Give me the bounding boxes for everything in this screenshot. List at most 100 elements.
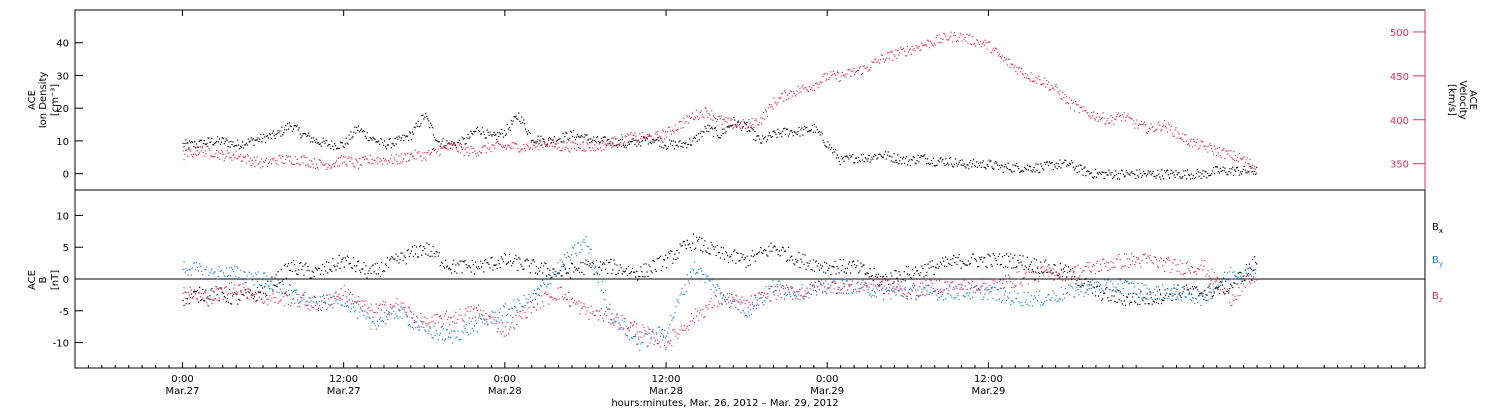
data-point	[323, 164, 325, 166]
data-point	[434, 139, 436, 141]
data-point	[801, 127, 803, 129]
data-point	[400, 306, 402, 308]
data-point	[618, 269, 620, 272]
data-point	[268, 161, 271, 163]
data-point	[821, 133, 823, 135]
data-point	[606, 259, 608, 261]
data-point	[305, 262, 307, 264]
data-point	[788, 133, 791, 135]
data-point	[694, 247, 697, 249]
data-point	[1042, 167, 1044, 170]
data-point	[907, 266, 910, 268]
data-point	[316, 309, 318, 311]
data-point	[235, 275, 237, 277]
data-point	[564, 136, 566, 138]
data-point	[1049, 298, 1051, 301]
data-point	[519, 258, 521, 260]
data-point	[436, 313, 438, 315]
data-point	[792, 135, 794, 137]
data-point	[400, 302, 402, 304]
data-point	[431, 148, 434, 151]
data-point	[1213, 291, 1215, 293]
data-point	[1170, 169, 1172, 171]
data-point	[507, 261, 510, 263]
data-point	[575, 149, 578, 151]
data-point	[246, 297, 248, 299]
data-point	[607, 308, 609, 310]
data-point	[658, 137, 660, 139]
data-point	[335, 269, 337, 271]
data-point	[1057, 163, 1059, 165]
data-point	[1140, 290, 1142, 292]
data-point	[682, 241, 684, 243]
data-point	[684, 284, 686, 286]
data-point	[314, 296, 316, 299]
data-point	[586, 245, 588, 247]
data-point	[758, 135, 760, 137]
data-point	[301, 299, 303, 301]
data-point	[1221, 280, 1224, 282]
data-point	[552, 141, 555, 143]
data-point	[207, 137, 209, 139]
data-point	[702, 273, 704, 276]
data-point	[969, 263, 972, 265]
data-point	[539, 284, 542, 287]
data-point	[812, 259, 814, 261]
data-point	[682, 146, 684, 148]
data-point	[320, 309, 323, 311]
data-point	[1010, 170, 1012, 172]
data-point	[402, 306, 404, 309]
data-point	[925, 43, 927, 46]
data-point	[613, 318, 615, 320]
data-point	[604, 143, 606, 145]
data-point	[522, 305, 524, 308]
data-point	[546, 286, 548, 288]
data-point	[862, 153, 864, 156]
data-point	[983, 44, 985, 46]
data-point	[1133, 283, 1135, 285]
data-point	[1216, 166, 1218, 168]
data-point	[750, 313, 752, 315]
data-point	[664, 144, 666, 146]
data-point	[900, 294, 902, 297]
data-point	[626, 274, 628, 276]
data-point	[805, 127, 807, 129]
data-point	[293, 125, 295, 127]
data-point	[599, 141, 602, 143]
data-point	[462, 147, 464, 149]
data-point	[876, 61, 878, 63]
data-point	[319, 143, 321, 145]
data-point	[757, 135, 759, 137]
data-point	[904, 280, 906, 282]
data-point	[746, 131, 748, 133]
data-point	[775, 249, 777, 251]
data-point	[1159, 294, 1162, 296]
data-point	[646, 271, 648, 273]
data-point	[576, 301, 578, 303]
data-point	[1034, 80, 1036, 82]
data-point	[310, 166, 312, 168]
data-point	[763, 250, 765, 252]
data-point	[849, 272, 852, 274]
data-point	[234, 144, 236, 147]
data-point	[362, 268, 364, 270]
data-point	[868, 69, 870, 71]
data-point	[859, 291, 861, 293]
data-point	[1230, 266, 1232, 269]
data-point	[638, 139, 640, 141]
data-point	[578, 242, 580, 244]
data-point	[489, 318, 491, 320]
data-point	[193, 145, 195, 147]
data-point	[525, 298, 527, 300]
data-point	[434, 256, 436, 258]
data-point	[1215, 286, 1217, 288]
data-point	[785, 284, 788, 286]
data-point	[1191, 146, 1194, 148]
data-point	[1078, 171, 1080, 173]
data-point	[684, 329, 686, 331]
data-point	[489, 267, 491, 269]
data-point	[874, 153, 876, 156]
data-point	[553, 297, 555, 299]
data-point	[472, 133, 474, 135]
data-point	[992, 49, 994, 51]
